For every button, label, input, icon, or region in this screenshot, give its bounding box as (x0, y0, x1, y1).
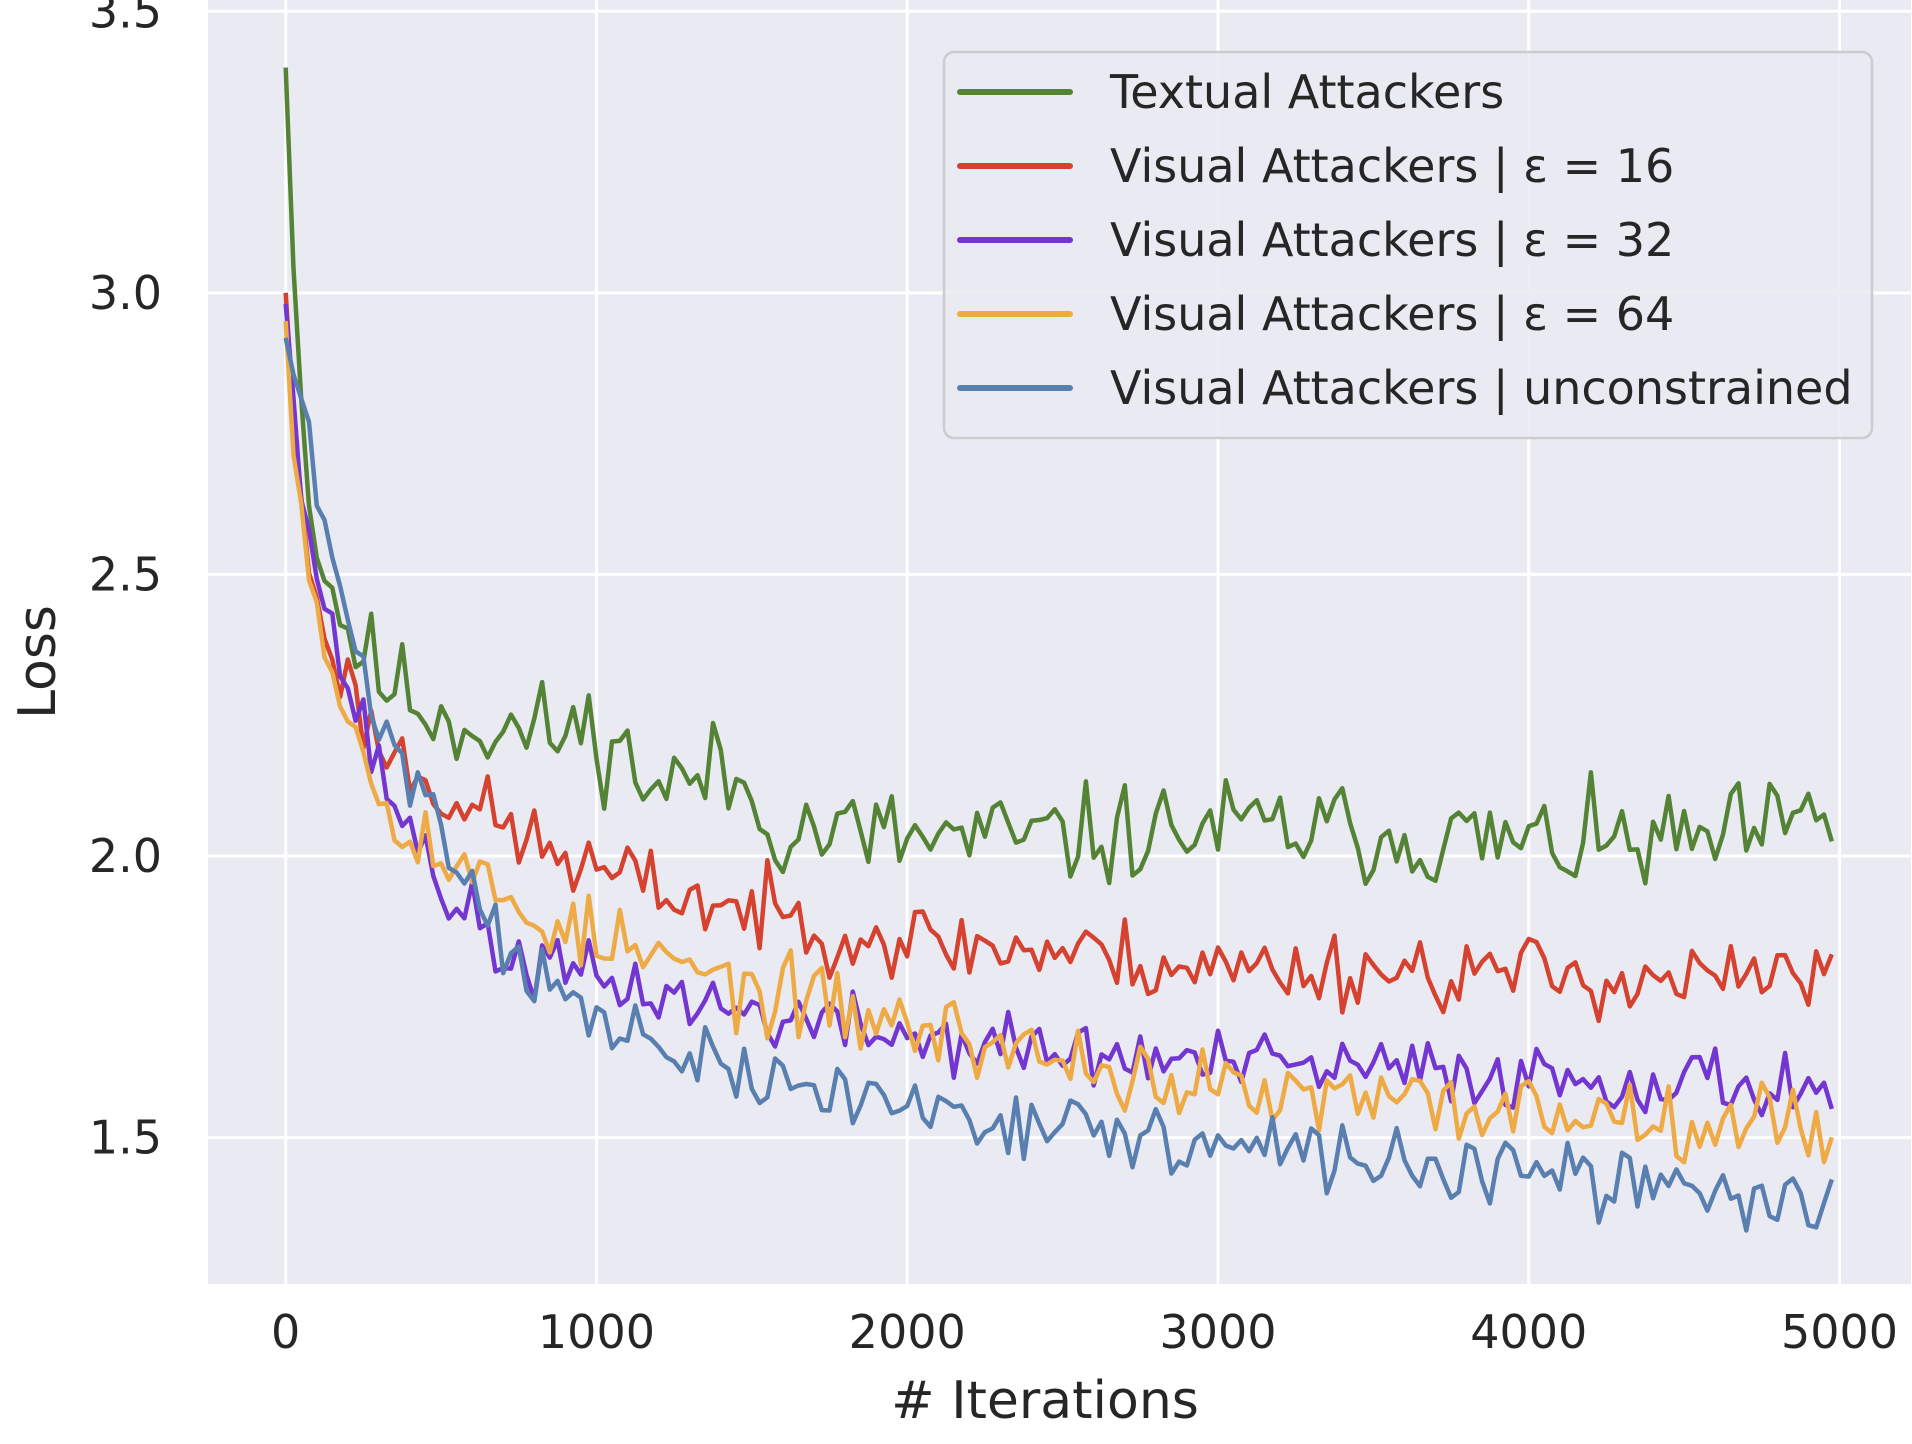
x-tick-label: 1000 (538, 1305, 655, 1359)
legend-label: Visual Attackers | unconstrained (1110, 361, 1853, 416)
x-tick-label: 2000 (849, 1305, 966, 1359)
legend-entry-unconstrained: Visual Attackers | unconstrained (957, 361, 1853, 416)
x-axis-label: # Iterations (891, 1371, 1199, 1431)
tick-labels: 0 1000 2000 3000 4000 5000 1.5 2.0 2.5 3.0 3.5 (89, 0, 1898, 1359)
legend-entry-textual: Textual Attackers (957, 65, 1504, 119)
series-line-4 (283, 337, 1834, 1233)
legend-entry-eps64: Visual Attackers | ε = 64 (957, 287, 1674, 342)
legend-label: Visual Attackers | ε = 32 (1110, 213, 1674, 268)
series-line-3 (283, 320, 1834, 1165)
x-tick-label: 3000 (1159, 1305, 1276, 1359)
y-tick-label: 3.5 (89, 0, 162, 38)
legend: Textual Attackers Visual Attackers | ε =… (942, 50, 1874, 440)
series-line-1 (283, 292, 1834, 1024)
x-tick-label: 5000 (1781, 1305, 1898, 1359)
series-line-0 (283, 67, 1834, 887)
legend-box (942, 50, 1874, 440)
y-tick-label: 2.0 (89, 829, 162, 883)
y-tick-label: 3.0 (89, 266, 162, 320)
legend-label: Visual Attackers | ε = 64 (1110, 287, 1674, 342)
series-lines (283, 67, 1834, 1233)
y-axis-label: Loss (8, 605, 68, 719)
legend-label: Visual Attackers | ε = 16 (1110, 139, 1674, 194)
legend-entry-eps32: Visual Attackers | ε = 32 (957, 213, 1674, 268)
y-tick-label: 1.5 (89, 1111, 162, 1165)
legend-entry-eps16: Visual Attackers | ε = 16 (957, 139, 1674, 194)
x-tick-label: 4000 (1470, 1305, 1587, 1359)
y-tick-label: 2.5 (89, 547, 162, 601)
x-tick-label: 0 (271, 1305, 300, 1359)
legend-label: Textual Attackers (1109, 65, 1504, 119)
